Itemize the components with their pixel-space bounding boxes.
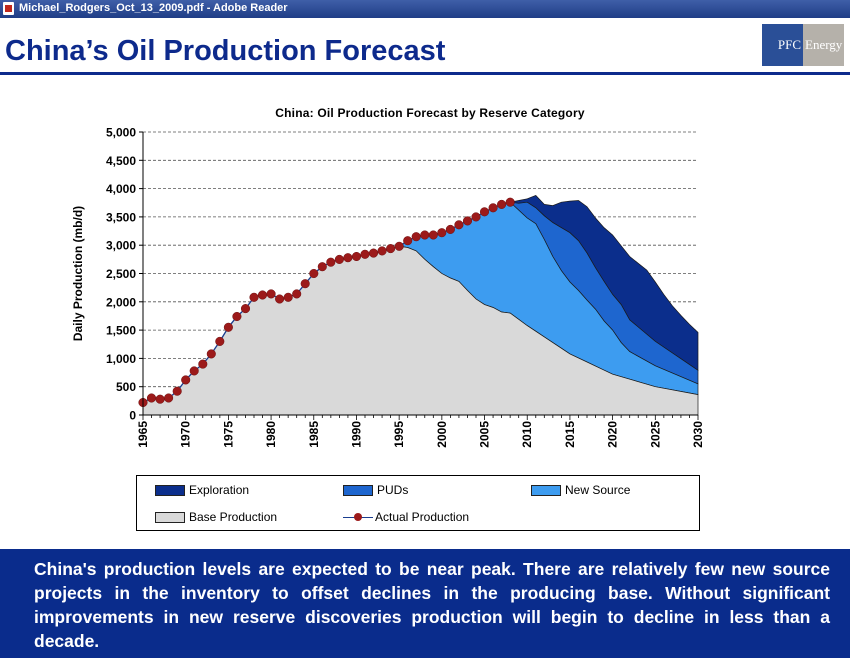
actual-production-point [488,203,498,213]
x-tick-label: 2025 [648,421,662,448]
x-tick-label: 1990 [350,421,364,448]
summary-box [0,549,850,658]
actual-production-point [334,254,344,264]
legend-swatch-base-production [155,511,185,523]
actual-production-point [479,207,490,217]
actual-production-point [240,304,251,314]
actual-production-point [386,244,396,254]
actual-production-point [146,393,157,403]
y-tick-label: 2,000 [106,295,136,309]
actual-production-point [326,257,336,267]
x-tick-label: 1975 [221,421,235,448]
x-tick-label: 1995 [392,421,406,448]
actual-production-point [411,232,421,242]
x-tick-label: 1980 [264,421,278,448]
x-tick-label: 2030 [691,421,705,448]
chart-title: China: Oil Production Forecast by Reserv… [275,106,585,120]
actual-production-point [198,359,208,369]
legend-item-base-production: Base Production [155,510,277,524]
summary-text: China's production levels are expected t… [34,559,830,651]
actual-production-point [215,336,225,346]
x-tick-label: 2005 [478,421,492,448]
x-tick-label: 2015 [563,421,577,448]
actual-production-point [462,216,473,226]
y-tick-label: 4,000 [106,182,136,196]
actual-production-point [317,262,327,272]
x-tick-label: 2010 [520,421,534,448]
actual-production-point [420,230,430,240]
actual-production-point [249,292,259,302]
legend-item-puds: PUDs [343,483,408,497]
y-tick-label: 2,500 [106,267,136,281]
actual-production-point [155,394,165,404]
actual-production-point [266,289,276,299]
y-tick-label: 4,500 [106,154,136,168]
window-titlebar: Michael_Rodgers_Oct_13_2009.pdf - Adobe … [0,0,850,18]
actual-production-point [181,375,191,385]
actual-production-point [351,251,362,262]
legend-label-base-production: Base Production [189,510,278,524]
y-tick-label: 1,500 [106,324,136,338]
legend-swatch-puds [343,484,373,496]
actual-production-point [283,292,293,302]
actual-production-point [454,220,464,230]
legend-label-exploration: Exploration [189,483,250,497]
actual-production-point [232,311,242,322]
legend-marker-actual-production [343,512,373,522]
actual-production-point [360,249,370,259]
legend-item-actual-production: Actual Production [343,510,469,524]
pdf-icon [3,2,14,15]
logo-text-left: PFC [762,24,803,66]
actual-production-point [394,241,404,251]
y-tick-label: 3,000 [106,239,136,253]
actual-production-point [437,228,447,238]
actual-production-point [223,322,233,332]
actual-production-point [309,268,319,279]
logo-text-right: Energy [803,24,844,66]
x-tick-label: 1985 [307,421,321,448]
pfc-energy-logo: PFC Energy [762,24,844,66]
legend-label-actual-production: Actual Production [375,510,470,524]
legend-label-new-source: New Source [565,483,631,497]
y-tick-label: 1,000 [106,352,136,366]
window-title: Michael_Rodgers_Oct_13_2009.pdf - Adobe … [19,2,288,14]
actual-production-point [368,248,379,258]
actual-production-point [445,224,455,234]
actual-production-point [343,253,353,263]
actual-production-point [206,349,216,359]
legend-swatch-new-source [531,484,561,496]
actual-production-point [300,279,310,289]
x-tick-label: 2020 [606,421,620,448]
actual-production-point [164,393,174,403]
actual-production-point [497,199,507,209]
y-tick-label: 0 [129,409,136,423]
title-divider [0,72,850,75]
actual-production-point [172,386,182,396]
oil-production-chart: 0 500 1,000 1,500 2,000 2,500 3,000 3,500 4,000 4… [71,126,705,448]
slide-title: China’s Oil Production Forecast [5,35,446,67]
y-tick-label: 3,500 [106,210,136,224]
legend-label-puds: PUDs [377,483,409,497]
actual-production-point [257,290,268,300]
x-tick-label: 2000 [435,421,449,448]
actual-production-point [292,289,302,299]
legend-item-exploration: Exploration [155,483,249,497]
chart-legend: Exploration PUDs New Source Base Product… [136,475,700,531]
x-tick-label: 1970 [179,421,193,448]
legend-item-new-source: New Source [531,483,630,497]
y-axis-title: Daily Production (mb/d) [71,206,85,341]
actual-production-point [428,230,438,240]
actual-production-point [403,236,413,246]
actual-production-point [471,212,481,222]
legend-swatch-exploration [155,484,185,496]
actual-production-point [505,197,515,207]
actual-production-point [275,294,285,304]
actual-production-point [189,366,199,376]
y-tick-label: 500 [116,380,136,394]
x-tick-label: 1965 [136,421,150,448]
actual-production-point [377,246,387,256]
y-tick-label: 5,000 [106,126,136,140]
